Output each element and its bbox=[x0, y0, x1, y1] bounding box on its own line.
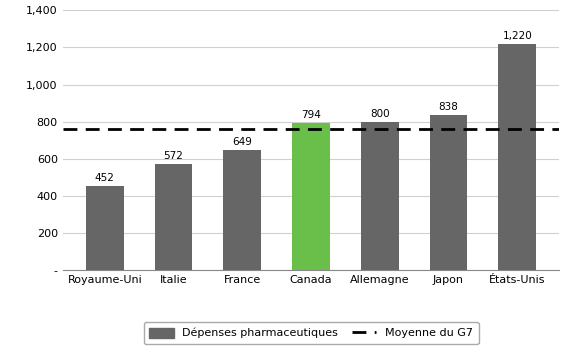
Bar bbox=[498, 44, 536, 270]
Text: 794: 794 bbox=[301, 110, 321, 120]
Text: 838: 838 bbox=[438, 102, 458, 112]
Text: 572: 572 bbox=[164, 151, 184, 161]
Bar bbox=[154, 164, 192, 270]
Text: 649: 649 bbox=[232, 137, 252, 147]
Text: 452: 452 bbox=[95, 173, 115, 183]
Legend: Dépenses pharmaceutiques, Moyenne du G7: Dépenses pharmaceutiques, Moyenne du G7 bbox=[143, 322, 479, 344]
Bar bbox=[86, 186, 124, 270]
Bar bbox=[292, 123, 330, 270]
Bar bbox=[361, 121, 399, 270]
Text: 800: 800 bbox=[370, 109, 389, 119]
Text: 1,220: 1,220 bbox=[502, 31, 532, 41]
Bar bbox=[223, 149, 261, 270]
Bar bbox=[430, 115, 468, 270]
